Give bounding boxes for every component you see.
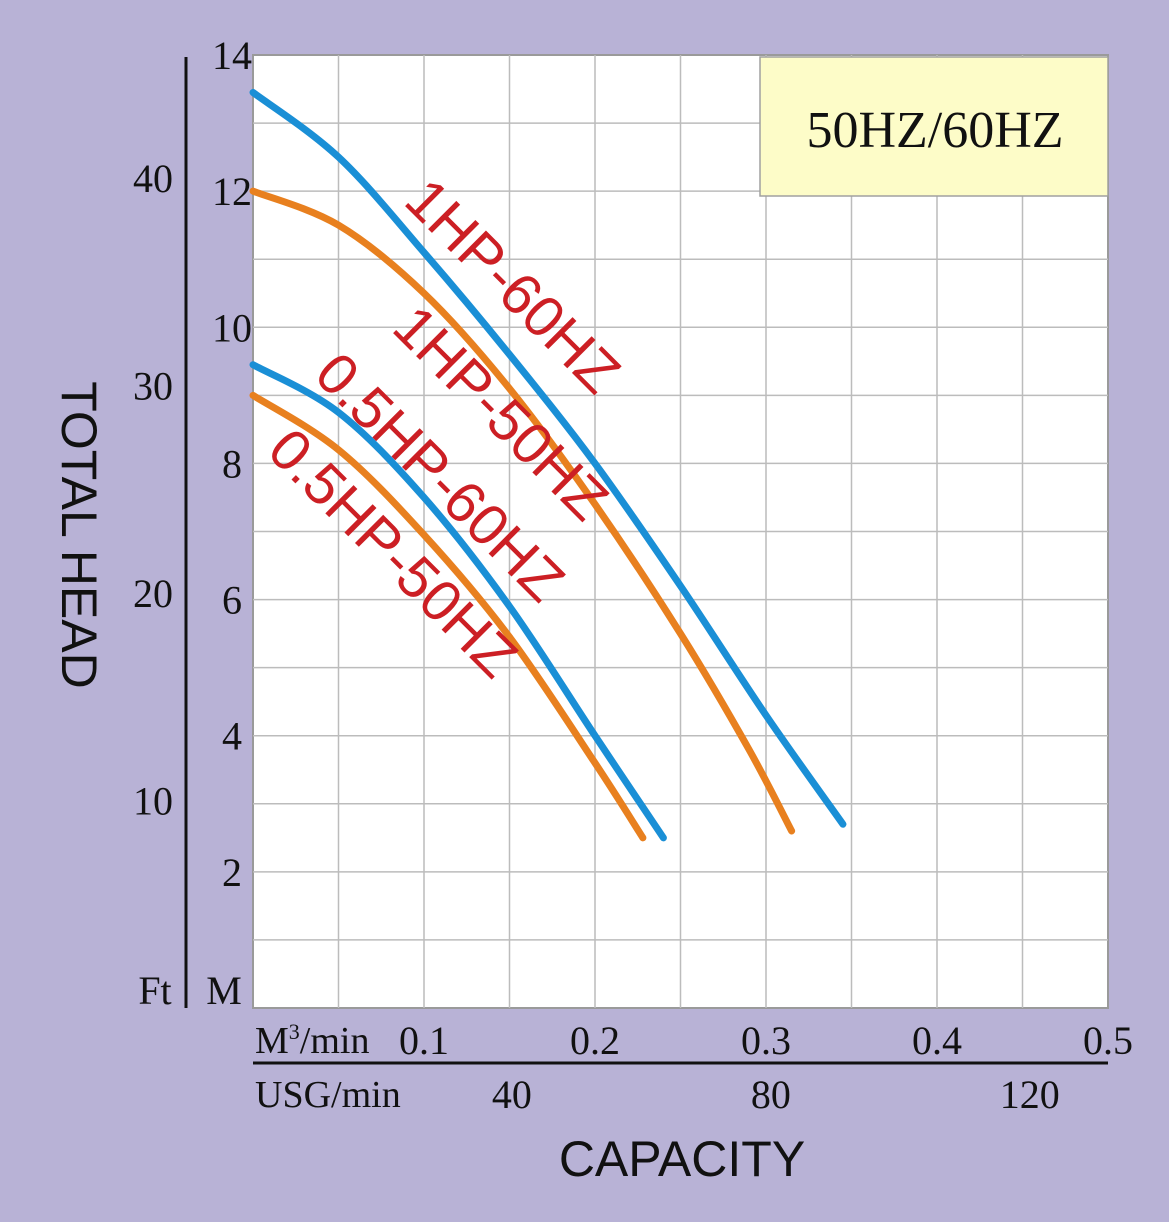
y-tick-m: 4	[222, 714, 242, 759]
x-ticks-m3: 0.1 0.2 0.3 0.4 0.5	[399, 1018, 1133, 1063]
y-tick-ft: 10	[133, 779, 173, 824]
legend-box-text: 50HZ/60HZ	[806, 102, 1063, 159]
curve-1hp-60hz	[249, 88, 847, 828]
curve-0-5hp-50hz	[249, 391, 647, 842]
x-tick-m3: 0.1	[399, 1018, 449, 1063]
x-tick-usg: 80	[751, 1072, 791, 1117]
curve-0-5hp-60hz	[249, 361, 667, 842]
x-tick-m3: 0.5	[1083, 1018, 1133, 1063]
y-axis-title: TOTAL HEAD	[51, 381, 107, 688]
y-unit-ft: Ft	[138, 968, 171, 1013]
x-unit-usg: USG/min	[255, 1074, 401, 1116]
x-tick-m3: 0.2	[570, 1018, 620, 1063]
y-tick-m: 2	[222, 850, 242, 895]
y-tick-ft: 30	[133, 364, 173, 409]
y-unit-m: M	[206, 968, 242, 1013]
y-tick-m: 14	[212, 33, 252, 78]
y-tick-m: 10	[212, 305, 252, 350]
x-tick-m3: 0.4	[912, 1018, 962, 1063]
grid-lines	[253, 55, 1108, 1008]
curve-1hp-50hz	[249, 187, 796, 835]
y-tick-m: 8	[222, 441, 242, 486]
x-tick-usg: 120	[1000, 1072, 1060, 1117]
curves-group	[249, 88, 847, 842]
x-tick-usg: 40	[492, 1072, 532, 1117]
legend-box	[759, 56, 1109, 197]
y-tick-ft: 40	[133, 156, 173, 201]
x-tick-m3: 0.3	[741, 1018, 791, 1063]
x-unit-m3: M3/min	[255, 1019, 369, 1062]
y-ticks-m: 2 4 6 8 10 12 14	[212, 33, 252, 895]
y-tick-ft: 20	[133, 571, 173, 616]
y-tick-m: 12	[212, 169, 252, 214]
x-axis-title: CAPACITY	[559, 1131, 805, 1187]
x-ticks-usg: 40 80 120	[492, 1072, 1060, 1117]
y-ticks-ft: 10 20 30 40	[133, 156, 173, 823]
y-tick-m: 6	[222, 578, 242, 623]
